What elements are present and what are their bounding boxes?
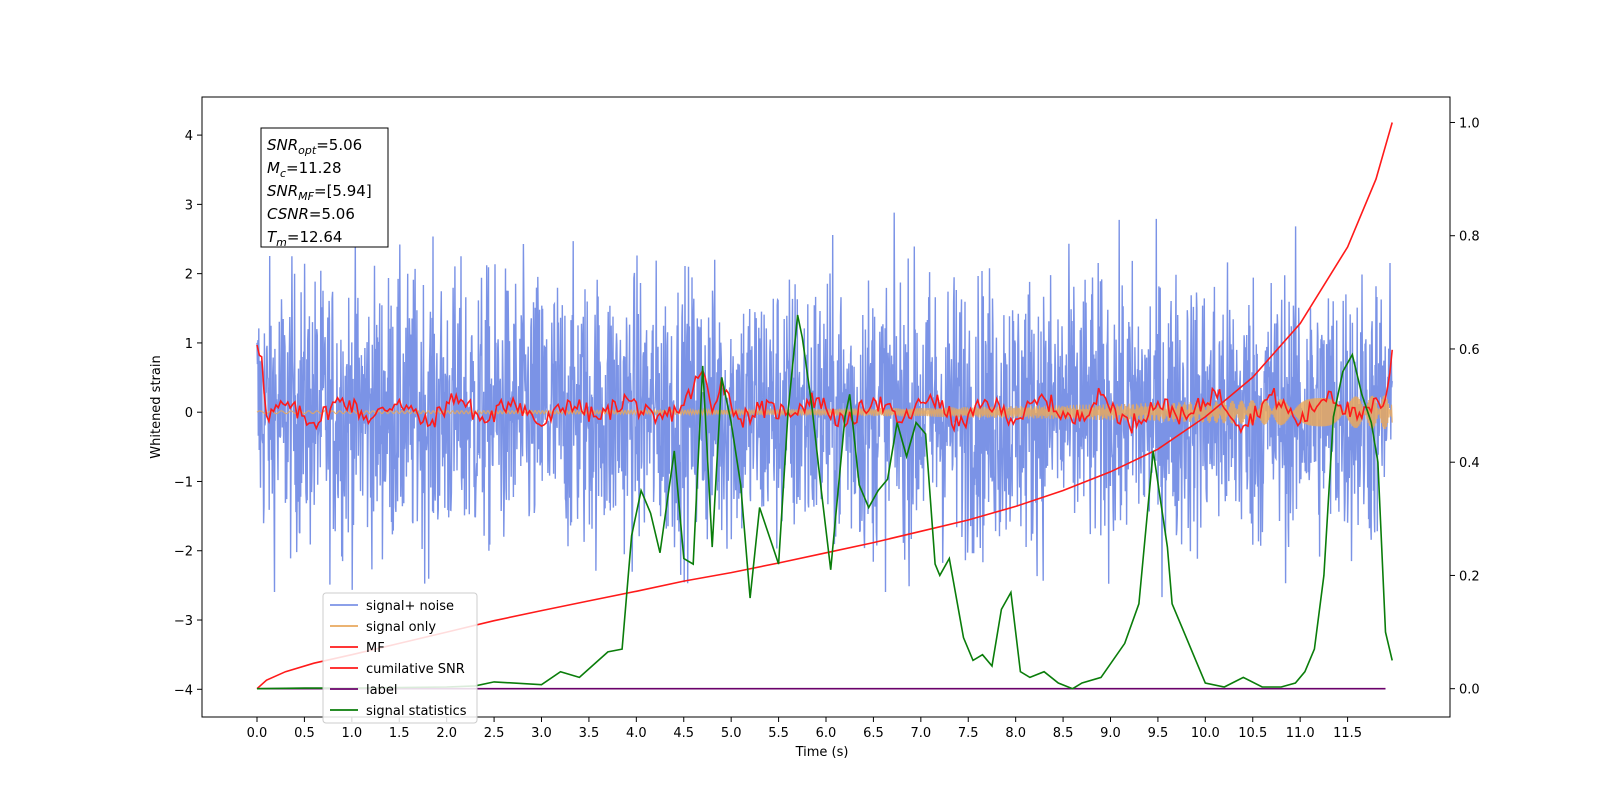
y-right-tick-label: 1.0 xyxy=(1459,116,1480,131)
x-tick-label: 4.5 xyxy=(673,726,694,741)
x-tick-label: 7.5 xyxy=(958,726,979,741)
y-axis-left: 4 3 2 1 0 −1 −2 −3 −4 xyxy=(174,129,202,698)
annotation-line: SNRMF=[5.94] xyxy=(267,182,372,203)
x-tick-label: 3.5 xyxy=(579,726,600,741)
x-tick-label: 3.0 xyxy=(531,726,552,741)
series-signal-statistics xyxy=(256,314,1393,690)
x-tick-label: 1.5 xyxy=(389,726,410,741)
y-axis-label: Whitened strain xyxy=(149,355,164,458)
legend-entry: signal only xyxy=(330,620,436,635)
x-tick-label: 0.5 xyxy=(294,726,315,741)
x-tick-label: 9.0 xyxy=(1100,726,1121,741)
x-tick-label: 11.5 xyxy=(1333,726,1362,741)
y-tick-label: 1 xyxy=(185,337,193,352)
annotation-line: SNRopt=5.06 xyxy=(267,136,362,157)
x-tick-label: 2.0 xyxy=(436,726,457,741)
legend-label: cumilative SNR xyxy=(366,662,465,677)
y-right-tick-label: 0.2 xyxy=(1459,569,1480,584)
x-tick-label: 11.0 xyxy=(1286,726,1315,741)
x-axis-label: Time (s) xyxy=(795,745,849,760)
legend-entry: MF xyxy=(330,641,385,656)
x-tick-label: 7.0 xyxy=(910,726,931,741)
x-tick-label: 10.0 xyxy=(1191,726,1220,741)
annotation-line: CSNR=5.06 xyxy=(267,205,355,223)
annotation-box-frame xyxy=(260,127,389,248)
x-axis: 0.0 0.5 1.0 1.5 2.0 2.5 3.0 3.5 4.0 4.5 5.0 5.5 6.0 6… xyxy=(247,717,1362,741)
y-right-tick-label: 0.0 xyxy=(1459,683,1480,698)
x-tick-label: 4.0 xyxy=(626,726,647,741)
x-tick-label: 8.0 xyxy=(1005,726,1026,741)
x-tick-label: 1.0 xyxy=(341,726,362,741)
legend-entry: signal statistics xyxy=(330,704,467,719)
y-axis-right: 1.0 0.8 0.6 0.4 0.2 0.0 xyxy=(1450,116,1480,698)
annotation-line: Mc=11.28 xyxy=(267,159,342,180)
x-tick-label: 6.0 xyxy=(816,726,837,741)
y-tick-label: −2 xyxy=(174,545,193,560)
legend-entry: signal+ noise xyxy=(330,599,454,614)
legend-label: signal only xyxy=(366,620,436,635)
legend-frame xyxy=(322,592,478,724)
y-tick-label: 0 xyxy=(185,406,193,421)
y-right-tick-label: 0.4 xyxy=(1459,456,1480,471)
x-tick-label: 6.5 xyxy=(863,726,884,741)
legend-entry: label xyxy=(330,683,397,698)
y-tick-label: −1 xyxy=(174,475,193,490)
y-tick-label: −3 xyxy=(174,614,193,629)
legend-label: signal statistics xyxy=(366,704,467,719)
legend-label: signal+ noise xyxy=(366,599,454,614)
series-mf xyxy=(256,344,1393,435)
y-right-tick-label: 0.8 xyxy=(1459,230,1480,245)
x-tick-label: 5.0 xyxy=(721,726,742,741)
annotation-line: Tm=12.64 xyxy=(267,228,342,249)
legend-label: label xyxy=(366,683,397,698)
x-tick-label: 9.5 xyxy=(1148,726,1169,741)
y-tick-label: −4 xyxy=(174,683,193,698)
x-tick-label: 8.5 xyxy=(1053,726,1074,741)
y-right-tick-label: 0.6 xyxy=(1459,343,1480,358)
x-tick-label: 5.5 xyxy=(768,726,789,741)
legend: signal+ noise signal only MF cumilative SNR… xyxy=(322,592,478,724)
y-tick-label: 2 xyxy=(185,268,193,283)
x-tick-label: 2.5 xyxy=(484,726,505,741)
legend-label: MF xyxy=(366,641,385,656)
y-tick-label: 3 xyxy=(185,198,193,213)
x-tick-label: 10.5 xyxy=(1238,726,1267,741)
y-tick-label: 4 xyxy=(185,129,193,144)
series-signal-only xyxy=(256,395,1393,430)
x-tick-label: 0.0 xyxy=(247,726,268,741)
legend-entry: cumilative SNR xyxy=(330,662,465,677)
